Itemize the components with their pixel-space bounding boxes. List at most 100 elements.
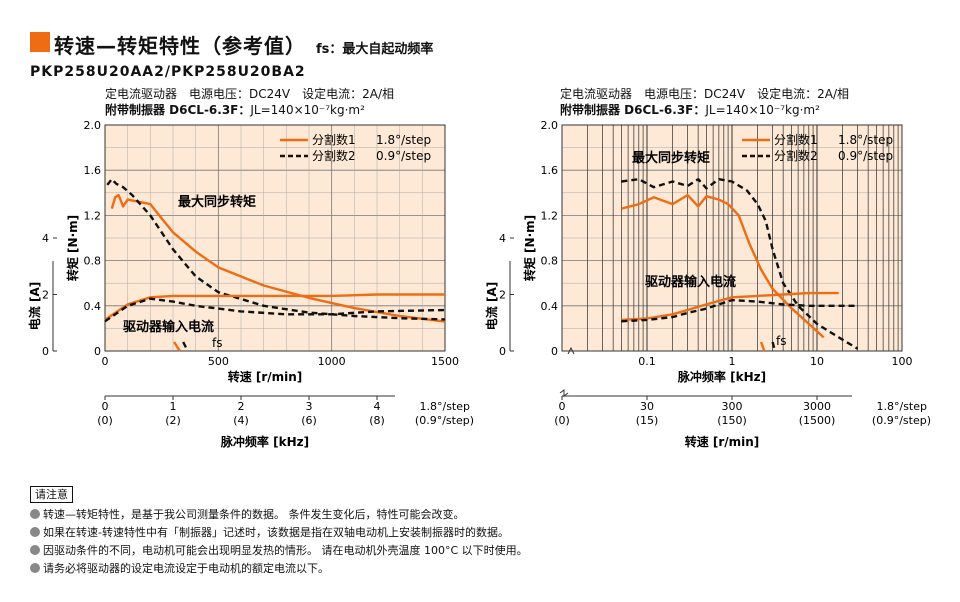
conditions-line2-value: JL=140×10⁻⁷kg·m² bbox=[705, 103, 820, 117]
y-tick-label: 2.0 bbox=[541, 119, 559, 132]
legend-step: 0.9°/step bbox=[838, 149, 893, 163]
x-tick-label: 0 bbox=[102, 355, 109, 368]
annotation-current: 驱动器输入电流 bbox=[123, 319, 214, 335]
note-item: 如果在转速-转速特性中有「制振器」记述时，该数据是指在双轴电动机上安装制振器时的… bbox=[30, 524, 528, 542]
current-series-line bbox=[621, 291, 839, 322]
y-tick-label: 0.8 bbox=[84, 255, 102, 268]
y-axis-label: 转矩 [N·m] bbox=[522, 215, 537, 281]
fs-series-line bbox=[771, 341, 777, 352]
y2-tick-label: 2 bbox=[499, 289, 506, 302]
secondary-tick-label-alt: (8) bbox=[369, 414, 385, 427]
secondary-step-label-alt: (0.9°/step) bbox=[415, 414, 474, 427]
x-axis-label: 转速 [r/min] bbox=[228, 369, 303, 384]
secondary-tick-label: 300 bbox=[722, 400, 743, 413]
conditions-line1: 定电流驱动器 电源电压：DC24V 设定电流：2A/相 bbox=[560, 87, 849, 101]
conditions-line2-value: JL=140×10⁻⁷kg·m² bbox=[250, 103, 365, 117]
annotation-fs: fs bbox=[776, 334, 786, 348]
note-text: 如果在转速-转速特性中有「制振器」记述时，该数据是指在双轴电动机上安装制振器时的… bbox=[43, 526, 509, 539]
secondary-tick-label: 30 bbox=[640, 400, 654, 413]
current-series-line bbox=[104, 293, 445, 321]
secondary-tick-label: 3000 bbox=[803, 400, 831, 413]
y2-axis-label: 电流 [A] bbox=[484, 282, 499, 330]
y-tick-label: 0.4 bbox=[84, 300, 102, 313]
y2-tick-label: 4 bbox=[42, 232, 49, 245]
y2-tick-label: 0 bbox=[42, 345, 49, 358]
note-item: 转速—转矩特性，是基于我公司测量条件的数据。 条件发生变化后，特性可能会改变。 bbox=[30, 506, 528, 524]
model-number: PKP258U20AA2/PKP258U20BA2 bbox=[30, 64, 306, 80]
conditions-right: 定电流驱动器 电源电压：DC24V 设定电流：2A/相 附带制振器 D6CL-6… bbox=[560, 86, 849, 118]
torque-series-line bbox=[106, 177, 446, 321]
legend-step: 1.8°/step bbox=[838, 133, 893, 147]
y2-tick-label: 4 bbox=[499, 232, 506, 245]
notes-title: 请注意 bbox=[30, 486, 73, 503]
torque-series-line bbox=[110, 193, 446, 323]
fs-series-line bbox=[182, 341, 189, 352]
secondary-tick-label-alt: (15) bbox=[636, 414, 659, 427]
secondary-axis-label: 转速 [r/min] bbox=[685, 434, 760, 449]
secondary-tick-label: 4 bbox=[374, 400, 381, 413]
page-title-text: 转速—转矩特性（参考值） bbox=[54, 34, 306, 58]
x-tick-label: 1500 bbox=[431, 355, 459, 368]
secondary-tick-label-alt: (4) bbox=[233, 414, 249, 427]
y-tick-label: 0.8 bbox=[541, 255, 559, 268]
x-tick-label: 100 bbox=[892, 355, 913, 368]
note-text: 因驱动条件的不同，电动机可能会出现明显发热的情形。 请在电动机外壳温度 100°… bbox=[43, 544, 528, 557]
annotation-torque: 最大同步转矩 bbox=[178, 194, 256, 210]
legend-label: 分割数2 bbox=[774, 148, 818, 163]
torque-series-line bbox=[621, 193, 825, 339]
conditions-line2-label: 附带制振器 D6CL-6.3F： bbox=[560, 103, 706, 117]
secondary-tick-label-alt: (2) bbox=[165, 414, 181, 427]
axis-break-icon bbox=[567, 346, 575, 355]
y-tick-label: 1.2 bbox=[84, 209, 102, 222]
secondary-tick-label: 0 bbox=[559, 400, 566, 413]
page-title: 转速—转矩特性（参考值） fs：最大自起动频率 bbox=[54, 30, 433, 59]
y-tick-label: 0 bbox=[94, 345, 101, 358]
conditions-left: 定电流驱动器 电源电压：DC24V 设定电流：2A/相 附带制振器 D6CL-6… bbox=[105, 86, 394, 118]
torque-series-line bbox=[621, 177, 859, 350]
fs-series-line bbox=[173, 341, 181, 352]
legend-label: 分割数1 bbox=[774, 132, 818, 147]
y-tick-label: 2.0 bbox=[84, 119, 102, 132]
y-tick-label: 0 bbox=[551, 345, 558, 358]
secondary-tick-label-alt: (150) bbox=[717, 414, 747, 427]
secondary-tick-label-alt: (1500) bbox=[799, 414, 836, 427]
secondary-step-label-alt: (0.9°/step) bbox=[872, 414, 931, 427]
y2-axis-label: 电流 [A] bbox=[27, 282, 42, 330]
secondary-tick-label: 0 bbox=[102, 400, 109, 413]
annotation-current: 驱动器输入电流 bbox=[645, 274, 736, 290]
y-axis-label: 转矩 [N·m] bbox=[65, 215, 80, 281]
y2-tick-label: 2 bbox=[42, 289, 49, 302]
conditions-line2-label: 附带制振器 D6CL-6.3F： bbox=[105, 103, 251, 117]
notes-section: 请注意 转速—转矩特性，是基于我公司测量条件的数据。 条件发生变化后，特性可能会… bbox=[30, 486, 528, 578]
x-tick-label: 1 bbox=[729, 355, 736, 368]
secondary-tick-label-alt: (0) bbox=[554, 414, 570, 427]
note-item: 请务必将驱动器的设定电流设定于电动机的额定电流以下。 bbox=[30, 560, 528, 578]
legend-step: 1.8°/step bbox=[376, 133, 431, 147]
plot-frame bbox=[104, 124, 446, 352]
x-tick-label: 0.1 bbox=[638, 355, 656, 368]
secondary-tick-label: 3 bbox=[306, 400, 313, 413]
bullet-icon bbox=[30, 527, 40, 537]
y-tick-label: 0.4 bbox=[541, 300, 559, 313]
title-marker bbox=[30, 32, 50, 52]
x-tick-label: 500 bbox=[208, 355, 229, 368]
secondary-tick-label-alt: (6) bbox=[301, 414, 317, 427]
bullet-icon bbox=[30, 545, 40, 555]
x-axis-label: 脉冲频率 [kHz] bbox=[677, 369, 766, 384]
annotation-fs: fs bbox=[212, 336, 222, 350]
current-series-line bbox=[621, 298, 858, 323]
bullet-icon bbox=[30, 509, 40, 519]
bullet-icon bbox=[30, 563, 40, 573]
secondary-tick-label-alt: (0) bbox=[97, 414, 113, 427]
y-tick-label: 1.2 bbox=[541, 209, 559, 222]
fs-series-line bbox=[759, 341, 766, 352]
plot-frame bbox=[561, 124, 903, 352]
axis-break-icon bbox=[559, 389, 569, 397]
page-subtitle: fs：最大自起动频率 bbox=[316, 42, 434, 57]
secondary-step-label: 1.8°/step bbox=[420, 400, 471, 413]
y2-tick-label: 0 bbox=[499, 345, 506, 358]
annotation-torque: 最大同步转矩 bbox=[632, 150, 710, 166]
legend-step: 0.9°/step bbox=[376, 149, 431, 163]
note-text: 请务必将驱动器的设定电流设定于电动机的额定电流以下。 bbox=[43, 562, 329, 575]
